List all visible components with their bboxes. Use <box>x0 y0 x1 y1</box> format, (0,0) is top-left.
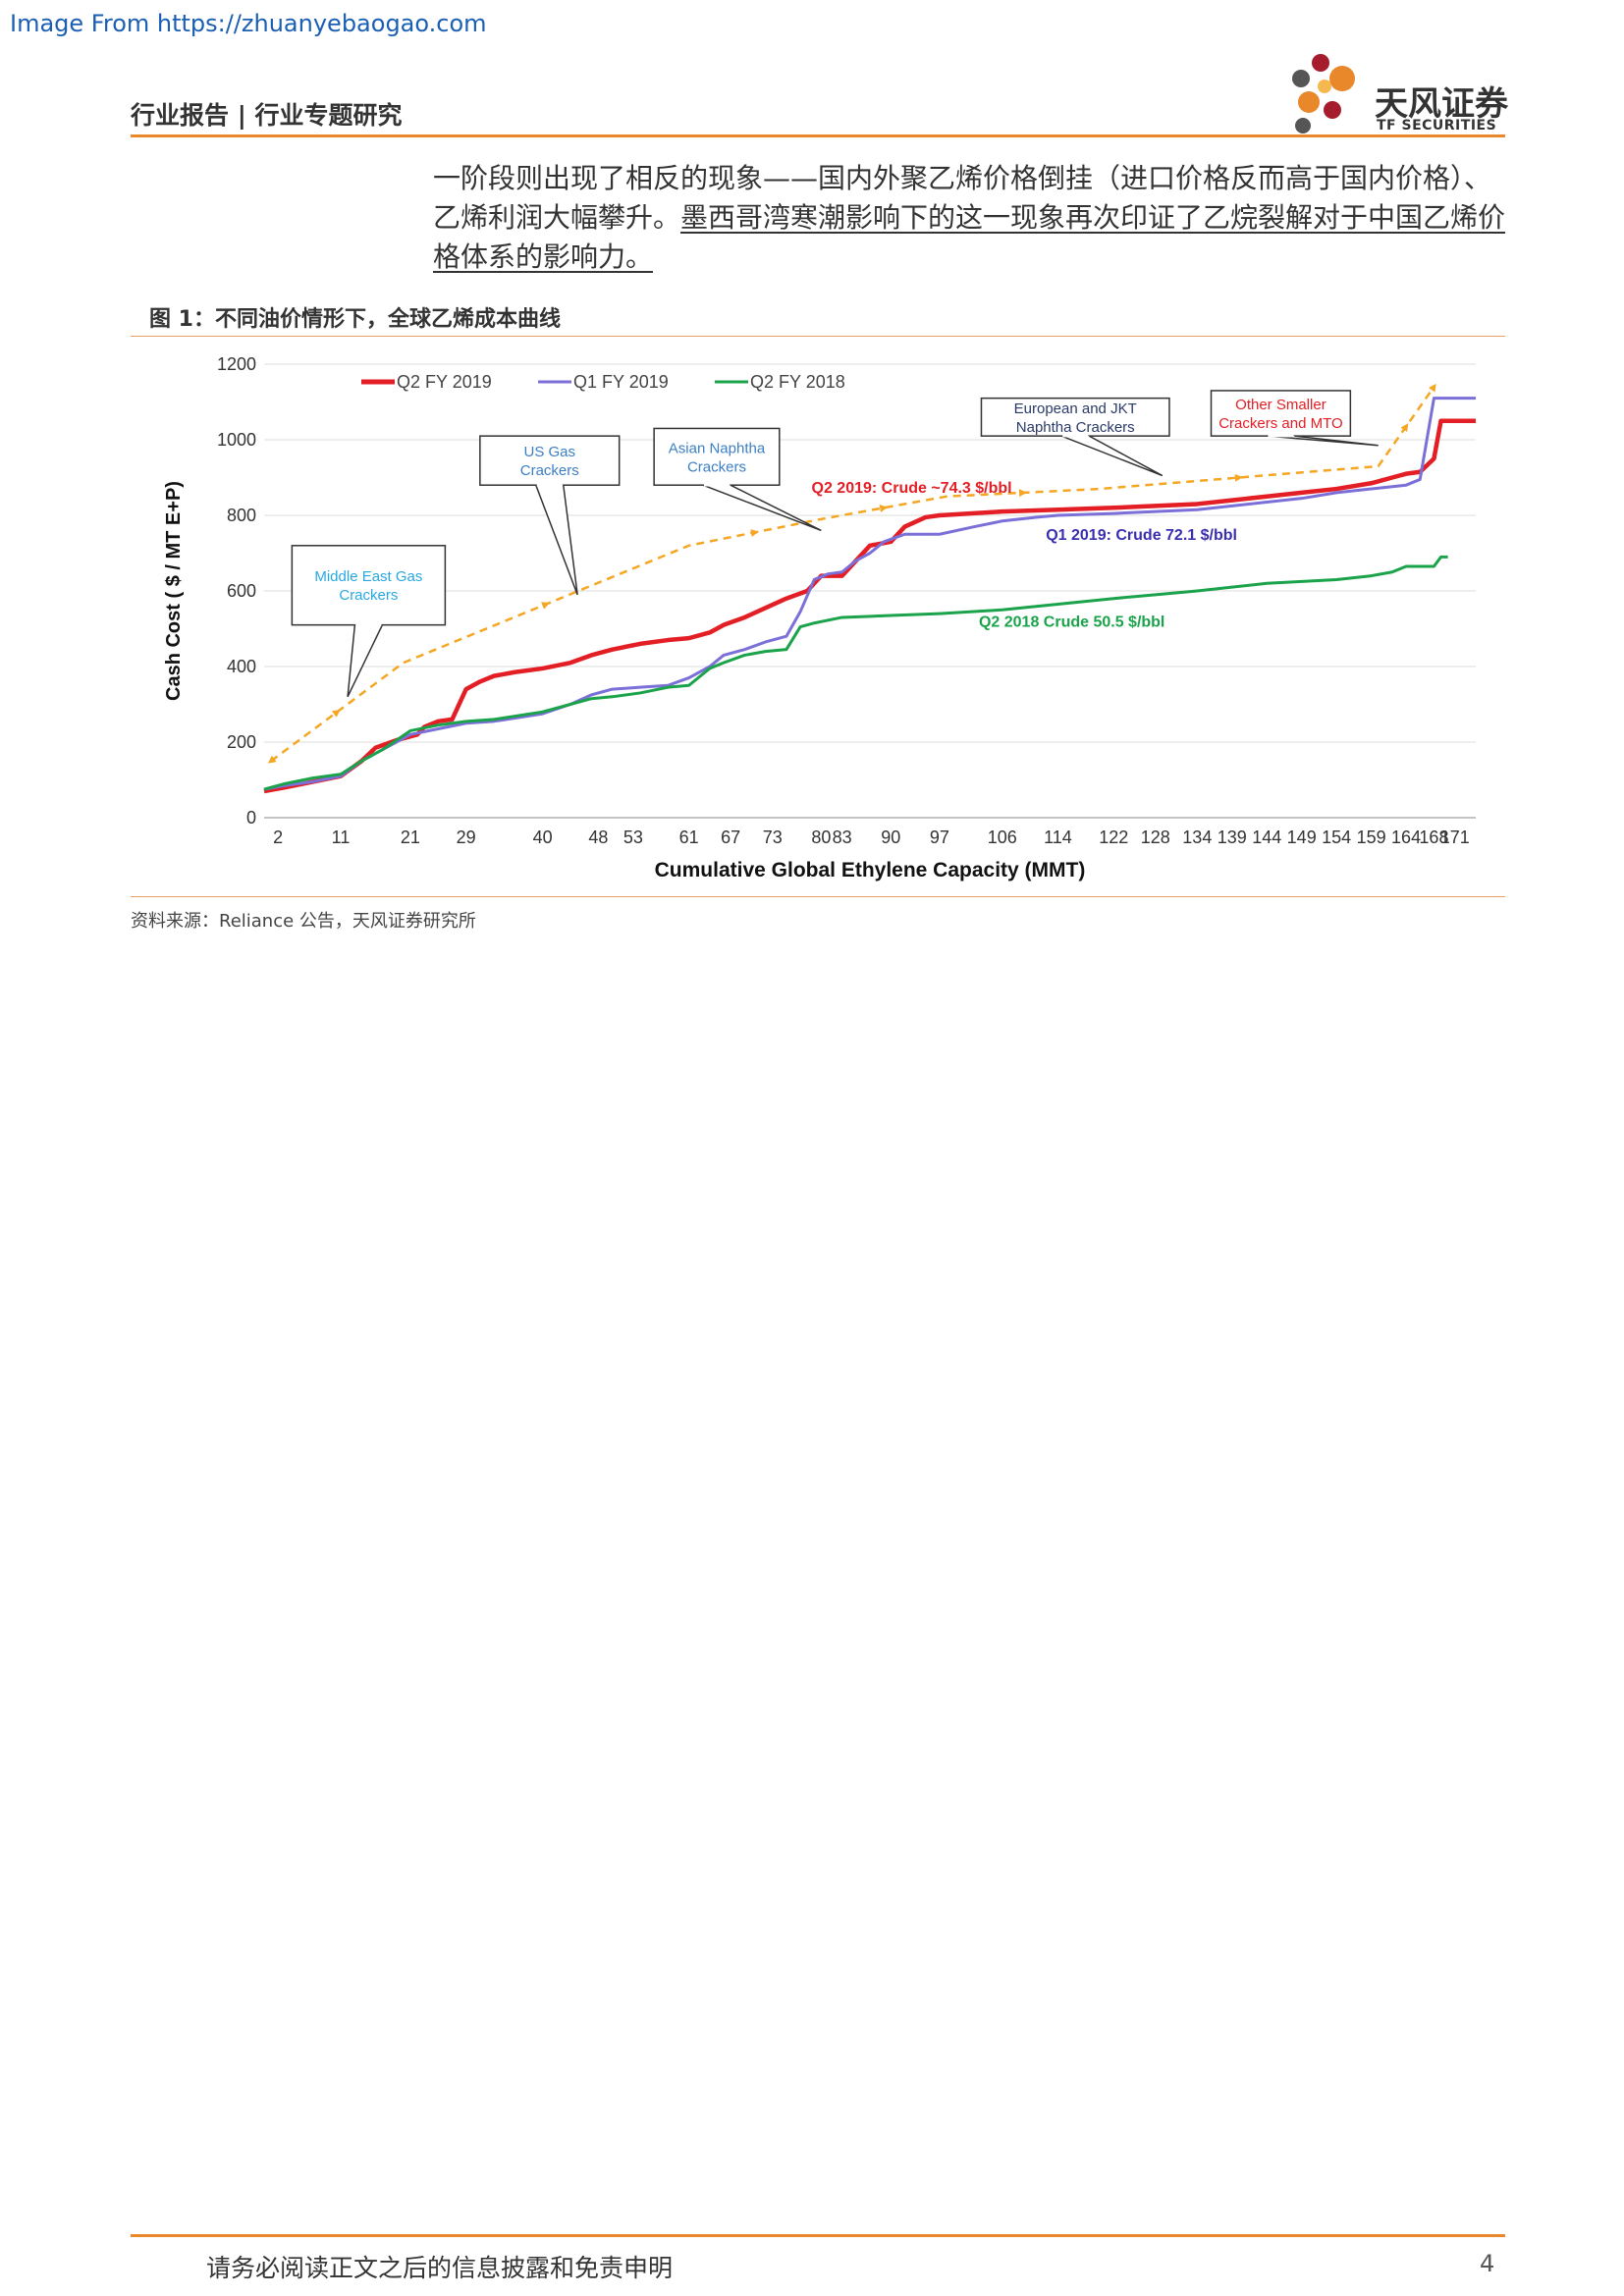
x-tick-label: 48 <box>588 828 608 847</box>
logo-text-cn: 天风证券 <box>1375 84 1508 124</box>
figure-title: 图 1：不同油价情形下，全球乙烯成本曲线 <box>149 307 561 332</box>
callout-pointer <box>702 484 822 532</box>
x-tick-label: 53 <box>623 828 643 847</box>
x-tick-label: 139 <box>1218 828 1247 847</box>
figure-source: 资料来源：Reliance 公告，天风证券研究所 <box>131 911 476 932</box>
series-line-2 <box>263 397 1476 791</box>
x-tick-label: 21 <box>401 828 420 847</box>
x-tick-label: 154 <box>1322 828 1351 847</box>
flower-logo-icon <box>1292 54 1355 133</box>
callout-pointer <box>1267 435 1379 447</box>
report-category: 行业报告 | 行业专题研究 <box>131 101 403 130</box>
series-line-3 <box>263 555 1448 791</box>
x-tick-label: 149 <box>1287 828 1317 847</box>
x-tick-label: 106 <box>988 828 1017 847</box>
footer-divider <box>131 2234 1505 2237</box>
x-axis-label: Cumulative Global Ethylene Capacity (MMT… <box>655 859 1086 881</box>
x-tick-label: 164 <box>1391 828 1421 847</box>
y-tick-label: 0 <box>246 808 256 828</box>
paragraph-underlined-text: 墨西哥湾寒潮影响下的这一现象再次印证了乙烷裂解对于中国乙烯价格体系的影响力。 <box>433 201 1506 273</box>
x-tick-label: 90 <box>881 828 900 847</box>
callout-pointer <box>347 624 384 698</box>
x-tick-label: 168 <box>1419 828 1448 847</box>
x-tick-label: 128 <box>1141 828 1170 847</box>
x-tick-label: 83 <box>833 828 852 847</box>
callout-pointer <box>1060 435 1164 477</box>
callout-label: Asian Naphtha <box>669 440 766 456</box>
x-tick-label: 67 <box>721 828 740 847</box>
y-tick-label: 400 <box>227 657 256 676</box>
callout-label: Crackers <box>687 458 746 475</box>
x-tick-label: 114 <box>1044 828 1072 847</box>
legend-label: Q2 FY 2018 <box>750 372 845 392</box>
x-tick-label: 134 <box>1182 828 1212 847</box>
legend-label: Q1 FY 2019 <box>573 372 669 392</box>
callout-pointer <box>535 484 578 596</box>
legend-label: Q2 FY 2019 <box>397 372 492 392</box>
x-tick-label: 29 <box>457 828 476 847</box>
callout-label: Other Smaller <box>1235 397 1326 413</box>
company-logo <box>1281 51 1517 139</box>
y-tick-label: 1200 <box>217 354 256 374</box>
x-tick-label: 159 <box>1357 828 1386 847</box>
y-tick-label: 200 <box>227 732 256 752</box>
series-line-1 <box>263 418 1476 794</box>
watermark-url[interactable]: Image From https://zhuanyebaogao.com <box>10 10 487 37</box>
x-tick-label: 97 <box>930 828 949 847</box>
figure-top-rule <box>131 336 1505 337</box>
series-annotation: Q1 2019: Crude 72.1 $/bbl <box>1046 527 1237 544</box>
callout-label: European and JKT <box>1014 400 1137 417</box>
x-tick-label: 2 <box>273 828 283 847</box>
x-tick-label: 144 <box>1252 828 1281 847</box>
callout-label: Crackers <box>339 587 398 604</box>
figure-bottom-rule <box>131 896 1505 897</box>
series-annotation: Q2 2019: Crude ~74.3 $/bbl <box>812 480 1012 497</box>
paragraph-text: 一阶段则出现了相反的现象——国内外聚乙烯价格倒挂（进口价格反而高于国内价格）、乙… <box>433 162 1492 234</box>
footer-disclaimer: 请务必阅读正文之后的信息披露和免责申明 <box>206 2254 674 2282</box>
callout-label: Middle East Gas <box>314 568 422 585</box>
callout-label: US Gas <box>524 444 576 460</box>
header-divider <box>131 134 1505 137</box>
y-tick-label: 600 <box>227 581 256 601</box>
x-tick-label: 61 <box>679 828 699 847</box>
x-tick-label: 11 <box>332 828 351 847</box>
callout-label: Naphtha Crackers <box>1016 419 1135 436</box>
x-tick-label: 171 <box>1440 828 1470 847</box>
x-tick-label: 122 <box>1099 828 1128 847</box>
y-tick-label: 1000 <box>217 430 256 450</box>
y-tick-label: 800 <box>227 506 256 525</box>
callout-label: Crackers <box>520 462 579 479</box>
ethylene-cost-curve-chart: 0 200 400 600 800 1000 1200 2 11 21 29 40 48 53 61 67 73… <box>163 354 1476 881</box>
x-tick-label: 40 <box>533 828 553 847</box>
callout-label: Crackers and MTO <box>1218 415 1342 432</box>
x-tick-label: 80 <box>811 828 831 847</box>
page-number: 4 <box>1480 2250 1495 2277</box>
callout-box <box>980 397 1170 437</box>
body-paragraph: 一阶段则出现了相反的现象——国内外聚乙烯价格倒挂（进口价格反而高于国内价格）、乙… <box>433 159 1518 277</box>
series-annotation: Q2 2018 Crude 50.5 $/bbl <box>979 614 1164 631</box>
y-axis-label: Cash Cost ( $ / MT E+P) <box>163 481 185 701</box>
x-tick-label: 73 <box>763 828 783 847</box>
logo-text-en: TF SECURITIES <box>1377 118 1497 133</box>
